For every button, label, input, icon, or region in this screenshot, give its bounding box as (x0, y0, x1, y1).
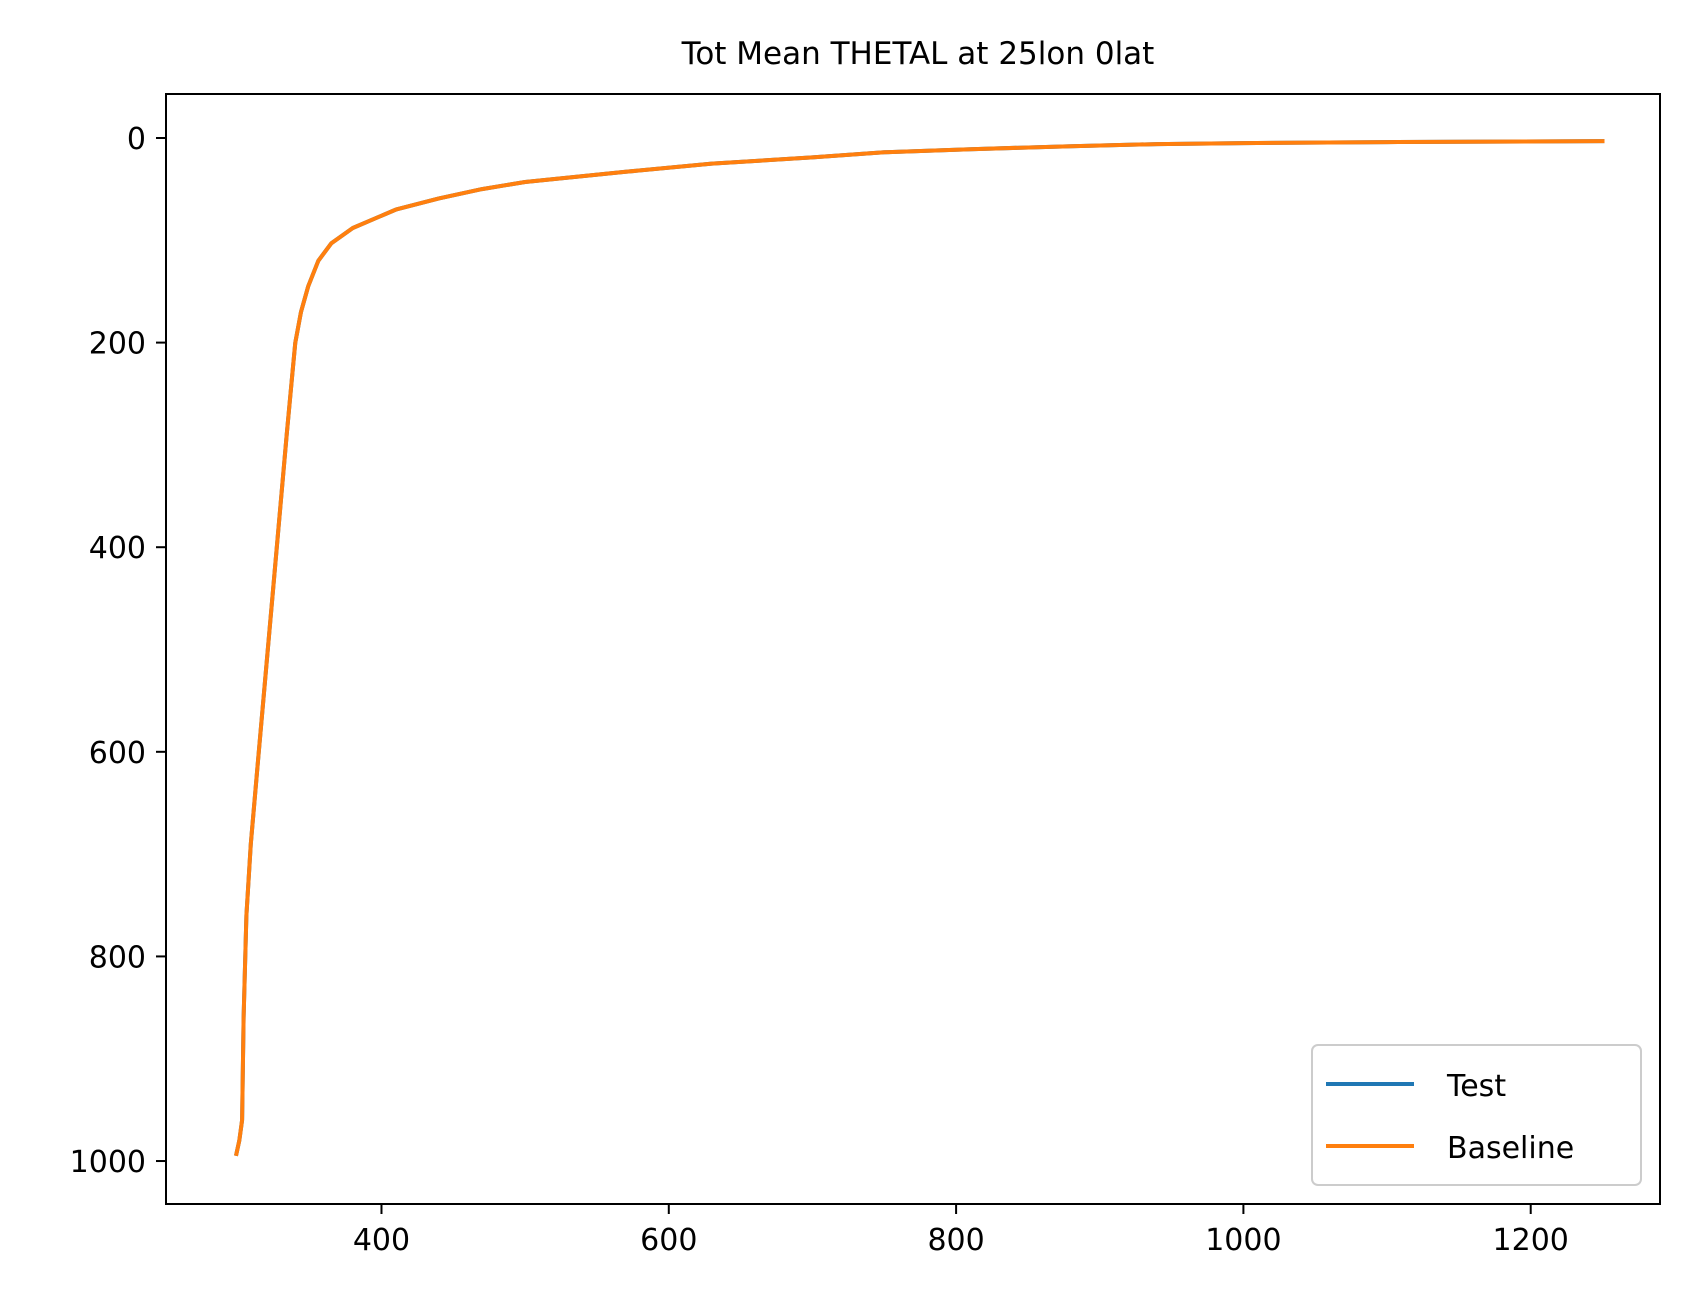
x-tick-label: 1200 (1493, 1223, 1569, 1258)
legend: Test Baseline (1311, 1044, 1642, 1186)
legend-label-baseline: Baseline (1447, 1131, 1574, 1166)
x-tick-label: 1000 (1205, 1223, 1281, 1258)
x-tick-label: 800 (927, 1223, 984, 1258)
x-axis: 400 600 800 1000 1200 (353, 1204, 1569, 1258)
x-tick-label: 600 (640, 1223, 697, 1258)
plot-area-frame (165, 93, 1661, 1205)
y-tick-label: 0 (127, 122, 146, 157)
y-tick-label: 400 (89, 531, 146, 566)
y-tick-label: 800 (89, 940, 146, 975)
y-tick-label: 1000 (70, 1145, 146, 1180)
y-tick-label: 600 (89, 736, 146, 771)
y-axis: 0 200 400 600 800 1000 (70, 122, 166, 1180)
x-tick-label: 400 (353, 1223, 410, 1258)
chart-title: Tot Mean THETAL at 25lon 0lat (681, 36, 1155, 72)
legend-label-test: Test (1446, 1069, 1506, 1104)
legend-frame (1311, 1044, 1642, 1186)
y-tick-label: 200 (89, 327, 146, 362)
series-layer (234, 139, 1605, 1157)
series-line-baseline (234, 139, 1605, 1157)
